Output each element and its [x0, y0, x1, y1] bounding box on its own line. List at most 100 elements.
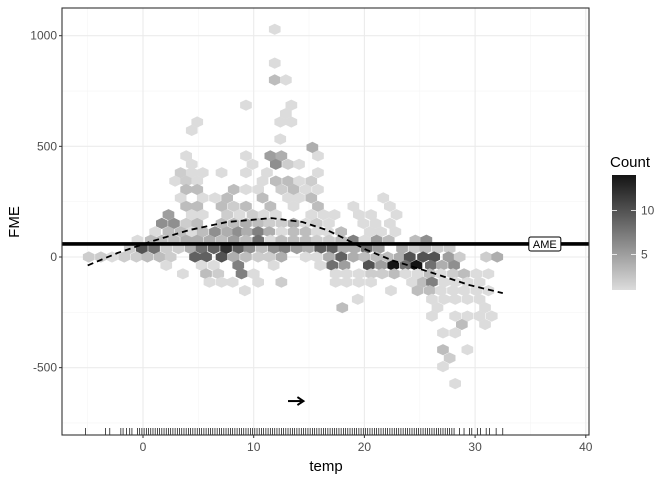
- hexbin-cell: [447, 285, 459, 297]
- hexbin-cell: [240, 150, 252, 162]
- hexbin-cell: [252, 217, 264, 229]
- hexbin-cell: [200, 251, 212, 263]
- hexbin-cell: [384, 217, 396, 229]
- hexbin-cell: [180, 150, 192, 162]
- hexbin-cell: [426, 276, 438, 288]
- hexbin-cell: [185, 209, 198, 221]
- hexbin-cell: [287, 226, 300, 238]
- hexbin-cell: [148, 243, 160, 255]
- hexbin-cell: [267, 259, 280, 271]
- hexbin-cell: [479, 302, 491, 314]
- hexbin-cell: [406, 276, 418, 288]
- hexbin-cell: [317, 209, 330, 221]
- y-tick-label: -500: [33, 361, 57, 375]
- hexbin-cell: [384, 200, 396, 212]
- hexbin-cell: [282, 192, 294, 204]
- hexbin-cell: [480, 251, 492, 263]
- hexbin-cell: [246, 158, 259, 170]
- hexbin-cell: [118, 251, 130, 263]
- arrow-layer: [288, 396, 306, 406]
- hexbin-cell: [141, 251, 154, 263]
- hexbin-cell: [434, 285, 447, 297]
- hexbin-cell: [275, 226, 288, 238]
- hexbin-cell: [293, 175, 305, 187]
- hexbin-cell: [174, 226, 187, 238]
- hexbin-cell: [160, 259, 173, 271]
- hexbin-cell: [168, 217, 180, 229]
- hexbin-cell: [268, 23, 281, 35]
- hexbin-cell: [263, 251, 275, 263]
- hexbin-cell: [456, 318, 468, 331]
- hexbin-cell: [243, 243, 256, 255]
- hexbin-cell: [431, 243, 444, 255]
- hexbin-cell: [347, 251, 360, 263]
- hexbin-cell: [437, 344, 449, 356]
- hexbin-cell: [461, 344, 474, 356]
- hexbin-cell: [209, 226, 221, 238]
- plot-panel-border: [61, 7, 590, 436]
- hexbin-cell: [232, 243, 245, 255]
- hexbin-cell: [293, 192, 305, 204]
- hexbin-cell: [447, 268, 459, 280]
- y-tick-label: 0: [50, 250, 57, 264]
- hexbin-cell: [443, 352, 456, 364]
- hexbin-cell: [389, 226, 402, 238]
- hexbin-cell: [437, 360, 449, 373]
- hexbin-cell: [323, 217, 335, 229]
- hexbin-cell: [185, 124, 198, 136]
- smooth-curve-layer: [87, 217, 504, 294]
- hexbin-cell: [239, 285, 251, 297]
- hexbin-cell: [353, 268, 365, 280]
- hexbin-cell: [426, 293, 438, 305]
- hexbin-cell: [156, 217, 168, 229]
- hexbin-cell: [255, 243, 268, 255]
- hexbin-cell: [336, 302, 349, 314]
- hexbin-cell: [417, 276, 429, 288]
- hexbin-cell: [275, 251, 288, 263]
- hexbin-cell: [240, 200, 252, 212]
- hexbin-cell: [377, 192, 390, 204]
- hexbin-cell: [458, 268, 470, 280]
- hexbin-cell: [106, 251, 118, 263]
- count-legend: Count 5 10: [610, 154, 655, 290]
- hexbin-cell: [473, 293, 486, 305]
- hexbin-cell: [423, 268, 436, 280]
- hexbin-cell: [365, 276, 377, 288]
- hexbin-cell: [470, 268, 483, 280]
- y-tick-label: 1000: [30, 29, 57, 43]
- hexbin-cell: [329, 276, 342, 288]
- hexbin-cell: [335, 226, 347, 238]
- hexbin-layer: [82, 23, 504, 390]
- hexbin-cell: [275, 150, 288, 162]
- hexbin-cell: [274, 116, 287, 128]
- hexbin-cell: [82, 251, 95, 263]
- hexbin-cell: [314, 243, 326, 255]
- hexbin-cell: [177, 268, 189, 280]
- hexbin-cell: [252, 226, 264, 238]
- hexbin-cell: [267, 243, 280, 255]
- hexbin-cell: [240, 167, 252, 179]
- hexbin-cell: [220, 243, 232, 255]
- hexbin-cell: [282, 175, 294, 187]
- hexbin-cell: [160, 243, 173, 255]
- legend-colorbar: [612, 175, 636, 290]
- hexbin-cell: [461, 293, 474, 305]
- hexbin-cell: [209, 192, 221, 204]
- hexbin-cell: [426, 310, 438, 322]
- hexbin-cell: [417, 251, 429, 263]
- hexbin-cell: [212, 268, 225, 280]
- hexbin-cell: [149, 226, 161, 238]
- hexbin-cell: [299, 251, 312, 263]
- legend-tick-label: 10: [641, 203, 655, 217]
- hexbin-cell: [174, 192, 187, 204]
- hexbin-cell: [252, 183, 264, 196]
- hexbin-cell: [419, 243, 432, 255]
- hexbin-cell: [365, 209, 377, 221]
- hexbin-cell: [227, 183, 240, 196]
- hexbin-cell: [153, 251, 166, 263]
- hexbin-cell: [351, 293, 364, 305]
- hexbin-cell: [169, 175, 181, 187]
- hexbin-cell: [299, 183, 312, 196]
- hexbin-cell: [482, 268, 495, 280]
